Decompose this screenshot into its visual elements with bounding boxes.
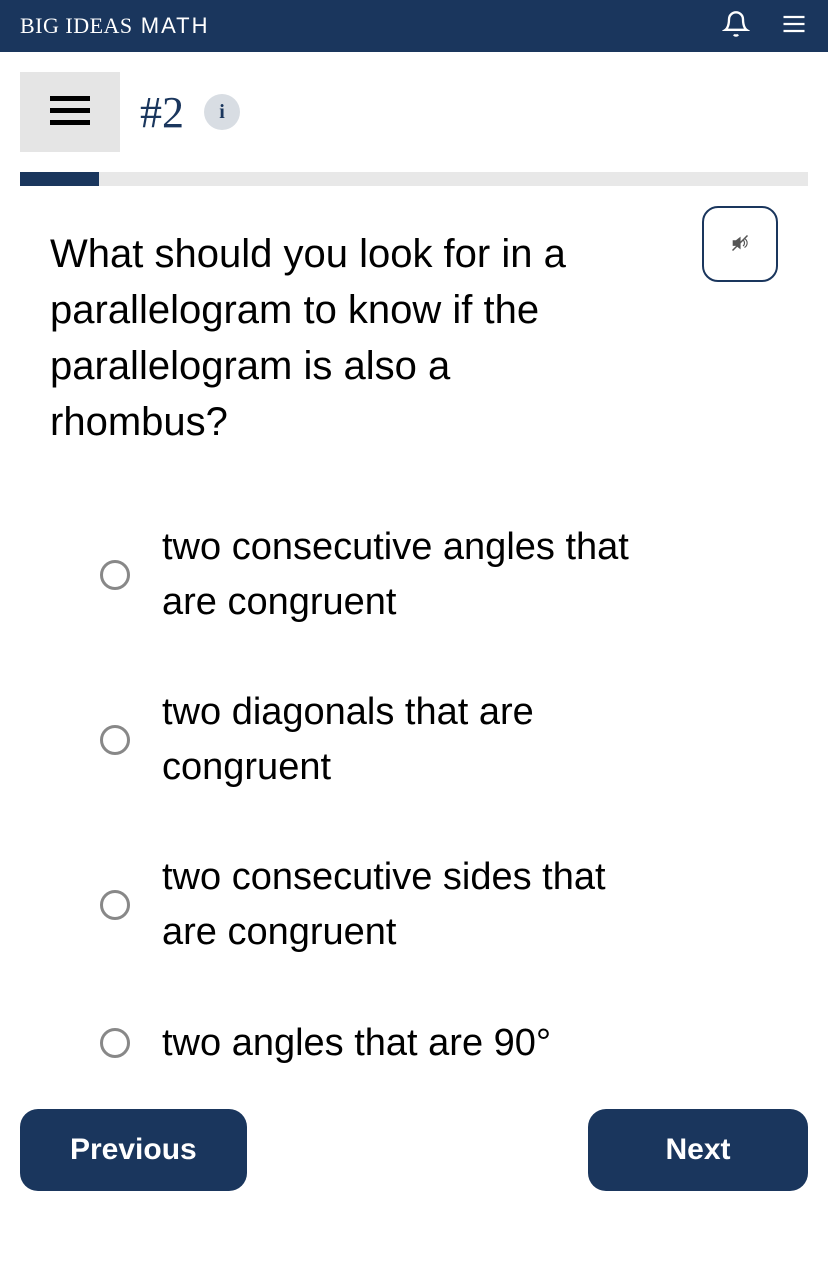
nav-footer: Previous Next <box>20 1109 808 1191</box>
info-icon: i <box>219 101 225 124</box>
option-label: two consecutive sides that are congruent <box>162 850 642 960</box>
progress-fill <box>20 172 99 186</box>
question-content: What should you look for in a parallelog… <box>0 186 828 1146</box>
previous-button[interactable]: Previous <box>20 1109 247 1191</box>
options-list: two consecutive angles that are congruen… <box>50 520 778 1071</box>
radio-icon <box>100 560 130 590</box>
audio-mute-button[interactable] <box>702 206 778 282</box>
next-button[interactable]: Next <box>588 1109 808 1191</box>
option-3[interactable]: two angles that are 90° <box>100 1016 778 1071</box>
option-2[interactable]: two consecutive sides that are congruent <box>100 850 778 960</box>
bell-icon[interactable] <box>722 10 750 43</box>
radio-icon <box>100 725 130 755</box>
nav-menu-button[interactable] <box>20 72 120 152</box>
question-text: What should you look for in a parallelog… <box>50 226 590 450</box>
radio-icon <box>100 890 130 920</box>
title-math: MATH <box>133 13 210 38</box>
progress-bar <box>20 172 808 186</box>
option-label: two angles that are 90° <box>162 1016 551 1071</box>
menu-icon[interactable] <box>780 10 808 43</box>
info-button[interactable]: i <box>204 94 240 130</box>
option-0[interactable]: two consecutive angles that are congruen… <box>100 520 778 630</box>
toolbar: #2 i <box>0 52 828 162</box>
option-label: two diagonals that are congruent <box>162 685 642 795</box>
app-title: BIG IDEAS MATH <box>20 13 209 39</box>
radio-icon <box>100 1028 130 1058</box>
header-icons <box>722 10 808 43</box>
title-big-ideas: BIG IDEAS <box>20 13 133 38</box>
app-header: BIG IDEAS MATH <box>0 0 828 52</box>
hamburger-icon <box>50 96 90 129</box>
question-number: #2 <box>140 87 184 138</box>
option-1[interactable]: two diagonals that are congruent <box>100 685 778 795</box>
speaker-muted-icon <box>731 234 749 255</box>
option-label: two consecutive angles that are congruen… <box>162 520 642 630</box>
